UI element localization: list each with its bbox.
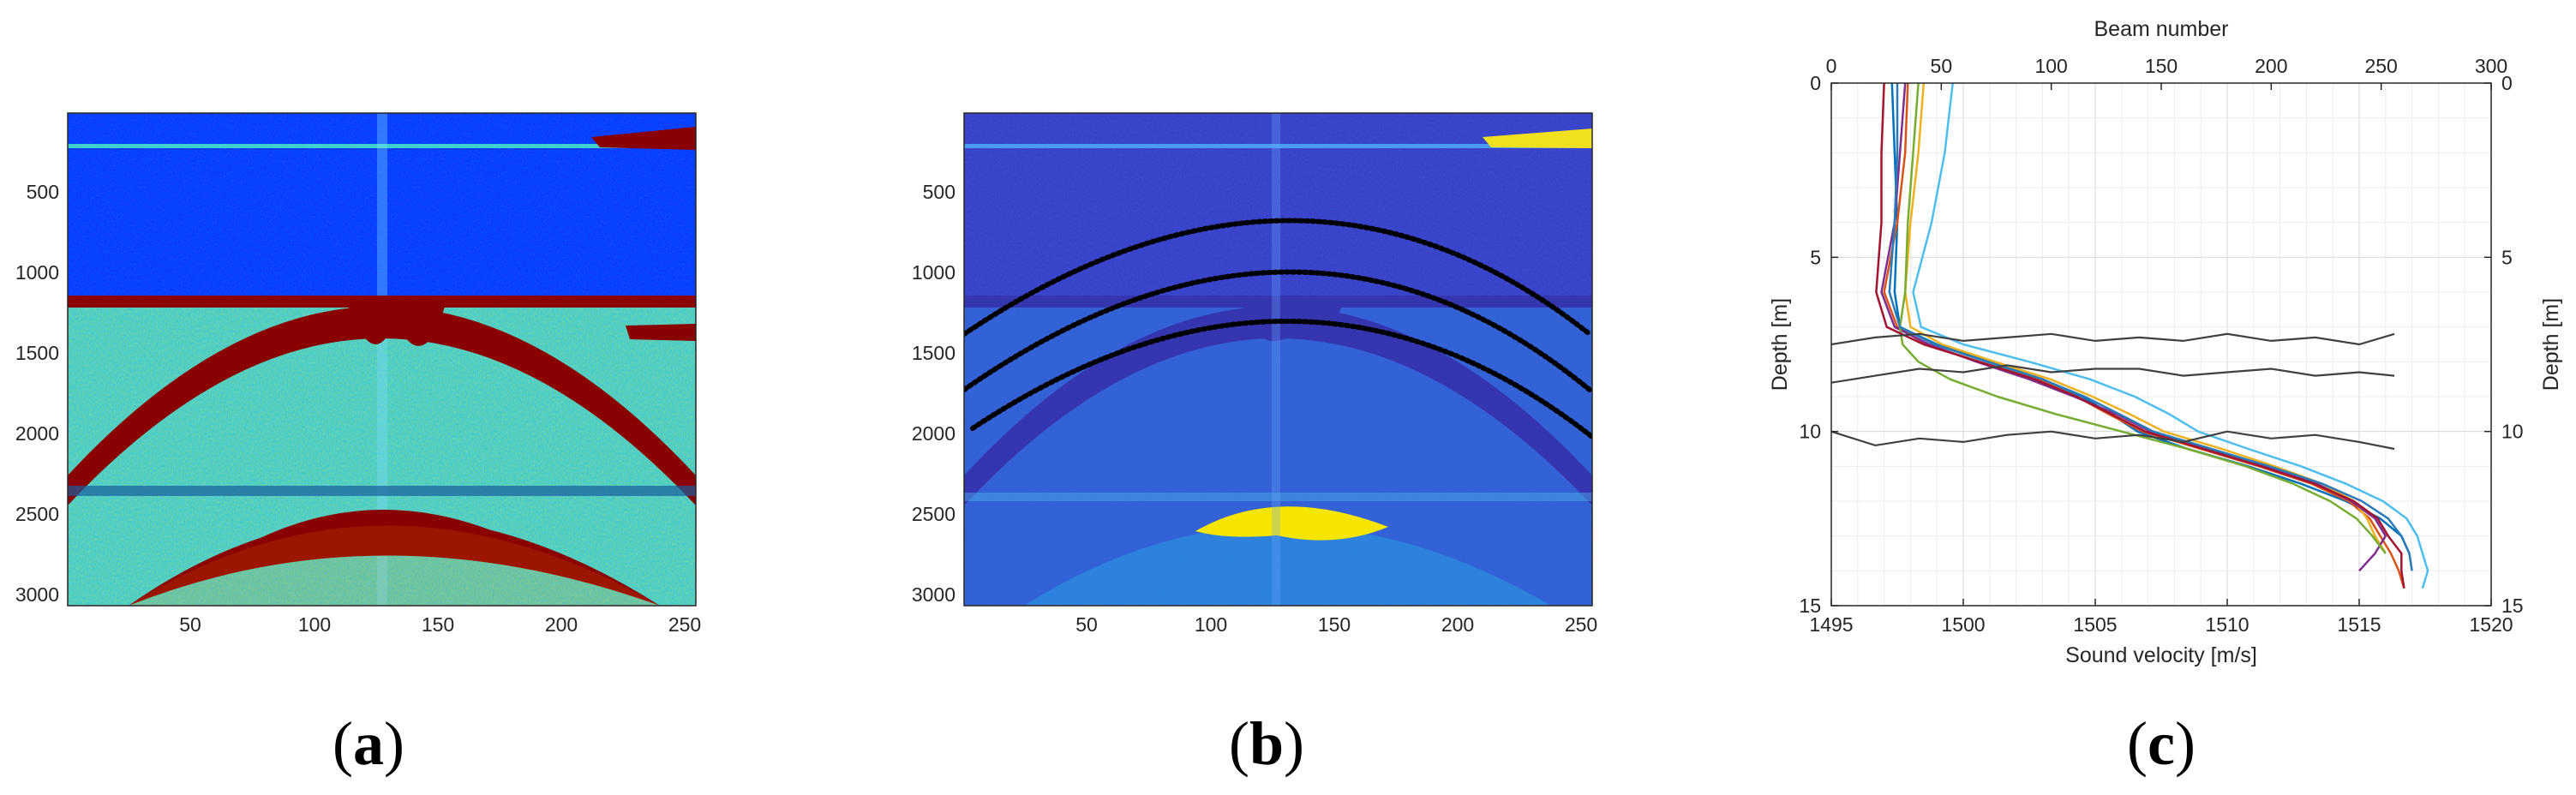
x2-tick-label: 250 <box>2364 55 2397 77</box>
y2-tick-label: 10 <box>2501 421 2524 443</box>
panel-a-xtick: 50 <box>179 613 201 636</box>
panel-a-frame <box>67 112 697 607</box>
panel-c-x-label: Sound velocity [m/s] <box>2065 643 2257 667</box>
x2-tick-label: 50 <box>1931 55 1953 77</box>
x2-tick-label: 200 <box>2255 55 2287 77</box>
panel-a-ytick: 3000 <box>15 583 59 606</box>
panel-c-x2-label: Beam number <box>2094 17 2228 41</box>
panel-c-series <box>1875 83 2429 589</box>
panel-c-y-label: Depth [m] <box>1768 298 1792 391</box>
panel-a-xtick: 250 <box>668 613 701 636</box>
x2-tick-label: 100 <box>2034 55 2067 77</box>
panel-b-ytick: 1500 <box>912 342 956 364</box>
beam-depth-line-3 <box>1831 430 2395 451</box>
panel-b-xtick: 250 <box>1565 613 1597 636</box>
x-tick-label: 1510 <box>2205 613 2249 636</box>
velocity-profile-line-4 <box>1880 83 2387 572</box>
y2-tick-label: 0 <box>2501 72 2513 94</box>
velocity-profile-line-6 <box>1912 83 2429 589</box>
x-tick-label: 1495 <box>1809 613 1853 636</box>
panel-b-xtick: 100 <box>1195 613 1227 636</box>
dotted-arc <box>970 318 1592 439</box>
x2-tick-label: 0 <box>1826 55 1837 77</box>
panel-c-y2-label: Depth [m] <box>2539 298 2563 391</box>
panel-b-ytick: 1000 <box>912 261 956 284</box>
y2-tick-label: 5 <box>2501 246 2513 268</box>
panel-a-ytick: 500 <box>27 181 59 203</box>
x-tick-label: 1500 <box>1941 613 1985 636</box>
panel-c-beam-series <box>1831 332 2395 451</box>
y-tick-label: 10 <box>1799 421 1821 443</box>
x-tick-label: 1515 <box>2337 613 2381 636</box>
x-tick-label: 1520 <box>2469 613 2513 636</box>
panel-a-y-ticks: 500 1000 1500 2000 2500 3000 <box>15 181 59 606</box>
y-tick-label: 15 <box>1799 595 1821 617</box>
velocity-profile-line-2 <box>1883 83 2405 589</box>
panel-b-heatmap <box>964 113 1592 606</box>
velocity-profile-line-7 <box>1875 83 2405 589</box>
velocity-profile-line-1 <box>1890 83 2411 554</box>
panel-b-ytick: 500 <box>923 181 956 203</box>
panel-b-dotted-arcs <box>964 218 1592 439</box>
panel-a-x-ticks: 50 100 150 200 250 <box>179 613 701 636</box>
panel-a-xtick: 100 <box>298 613 331 636</box>
panel-b-y-ticks: 500 1000 1500 2000 2500 3000 <box>912 181 956 606</box>
y-tick-label: 0 <box>1810 72 1821 94</box>
panel-b-xtick: 150 <box>1318 613 1351 636</box>
panel-label-a: (a) <box>332 709 404 778</box>
panel-a-xtick: 200 <box>545 613 578 636</box>
panel-a-ytick: 2500 <box>15 503 59 525</box>
beam-depth-line-2 <box>1831 364 2395 384</box>
panel-a-ytick: 1000 <box>15 261 59 284</box>
x2-tick-label: 300 <box>2475 55 2507 77</box>
panel-a-xtick: 150 <box>422 613 454 636</box>
dotted-arc <box>964 269 1592 392</box>
panel-a-ytick: 1500 <box>15 342 59 364</box>
panel-b-xtick: 50 <box>1075 613 1098 636</box>
beam-depth-line-1 <box>1831 332 2395 346</box>
velocity-profile-line-5 <box>1898 83 2387 554</box>
panel-a-heatmap <box>68 113 696 606</box>
panel-label-b: (b) <box>1229 709 1304 778</box>
panel-a-ytick: 2000 <box>15 422 59 445</box>
panel-b-xtick: 200 <box>1441 613 1474 636</box>
x2-tick-label: 150 <box>2145 55 2178 77</box>
dotted-arc <box>964 218 1592 337</box>
panel-b-x-ticks: 50 100 150 200 250 <box>1075 613 1597 636</box>
panel-label-c: (c) <box>2127 709 2196 778</box>
panel-b-ytick: 2500 <box>912 503 956 525</box>
x-tick-label: 1505 <box>2073 613 2117 636</box>
panel-b-frame <box>963 112 1593 607</box>
y2-tick-label: 15 <box>2501 595 2524 617</box>
panel-b-ytick: 2000 <box>912 422 956 445</box>
panel-b-ytick: 3000 <box>912 583 956 606</box>
velocity-profile-line-8 <box>1888 83 2413 571</box>
y-tick-label: 5 <box>1810 246 1821 268</box>
